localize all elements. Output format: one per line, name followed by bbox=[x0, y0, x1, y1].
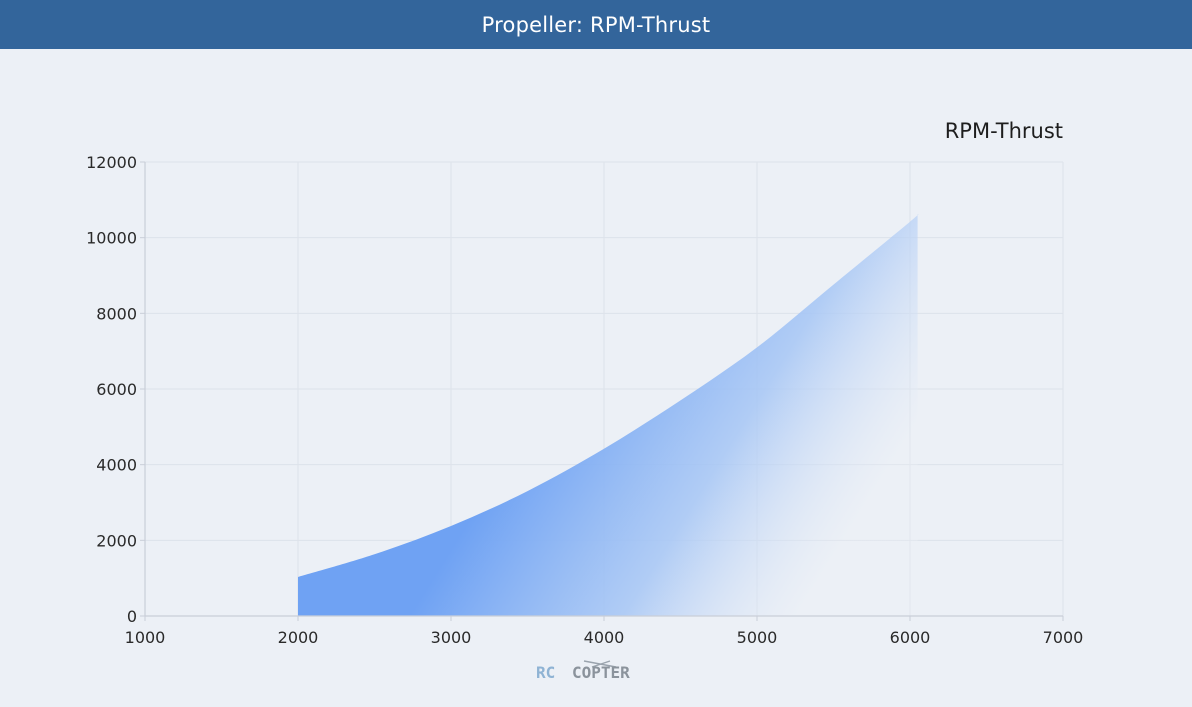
y-tick-label: 8000 bbox=[96, 304, 137, 323]
chart-title: RPM-Thrust bbox=[945, 119, 1063, 143]
thrust-area-series bbox=[298, 214, 919, 616]
y-tick-label: 0 bbox=[127, 607, 137, 626]
chart-area: 1000 2000 3000 4000 5000 6000 7000 0 2000 4000 600… bbox=[0, 49, 1192, 702]
y-tick-label: 6000 bbox=[96, 380, 137, 399]
x-tick-label: 6000 bbox=[890, 628, 931, 647]
y-tick-label: 12000 bbox=[86, 153, 137, 172]
header-bar: Propeller: RPM-Thrust bbox=[0, 0, 1192, 49]
page-title: Propeller: RPM-Thrust bbox=[482, 13, 711, 37]
rpm-thrust-chart: 1000 2000 3000 4000 5000 6000 7000 0 2000 4000 600… bbox=[0, 49, 1192, 702]
x-tick-label: 1000 bbox=[125, 628, 166, 647]
y-tick-label: 10000 bbox=[86, 229, 137, 248]
logo-text-left: RC bbox=[536, 663, 555, 682]
x-tick-label: 3000 bbox=[431, 628, 472, 647]
y-tick-label: 2000 bbox=[96, 531, 137, 550]
x-tick-label: 4000 bbox=[584, 628, 625, 647]
x-tick-label: 7000 bbox=[1043, 628, 1084, 647]
x-tick-label: 2000 bbox=[278, 628, 319, 647]
y-tick-label: 4000 bbox=[96, 456, 137, 475]
rccopter-logo: RC COPTER bbox=[536, 658, 658, 682]
logo-text-right: COPTER bbox=[572, 663, 630, 682]
x-tick-label: 5000 bbox=[737, 628, 778, 647]
